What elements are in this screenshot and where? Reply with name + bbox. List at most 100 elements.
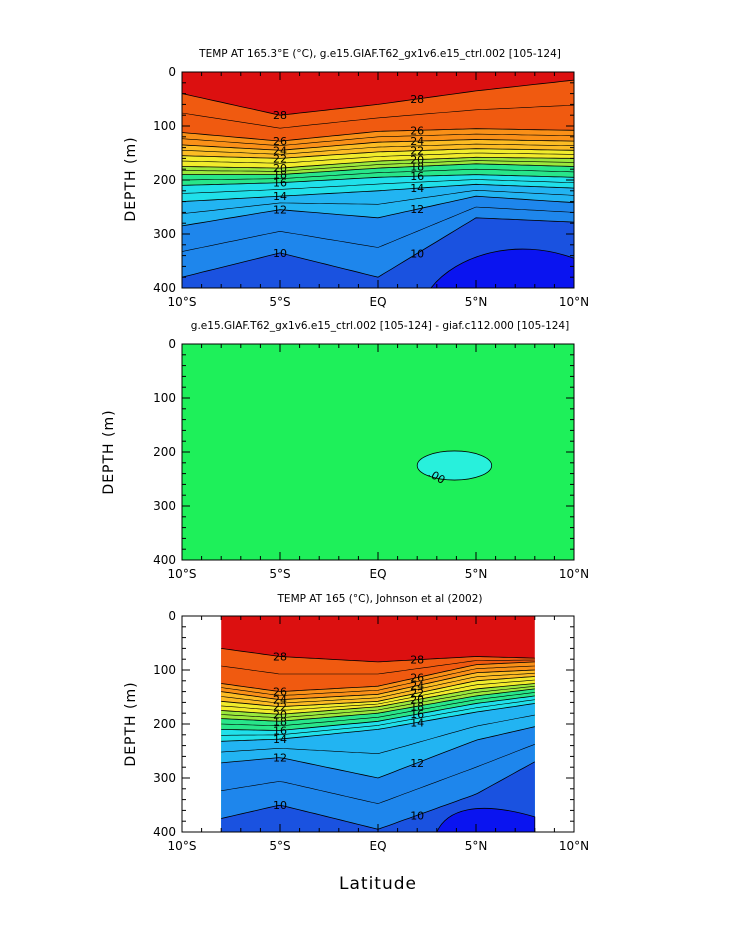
contour-label: 10	[273, 799, 287, 812]
isotherm-24	[221, 669, 535, 700]
contour-label: 10	[410, 247, 424, 260]
x-tick-label: EQ	[369, 295, 386, 309]
contour-label: 28	[410, 654, 424, 667]
y-tick-label: 0	[168, 65, 176, 79]
isotherm-28	[181, 79, 575, 116]
x-tick-label: 10°S	[168, 295, 197, 309]
contour-label: 26	[273, 686, 287, 699]
isotherm-minor	[221, 699, 535, 736]
y-tick-label: 400	[153, 553, 176, 567]
isotherm-10	[181, 217, 575, 278]
x-tick-label: 5°N	[465, 295, 488, 309]
contour-label: 12	[410, 203, 424, 216]
x-tick-label: 5°S	[269, 839, 290, 853]
y-tick-label: 100	[153, 391, 176, 405]
isotherm-minor	[221, 692, 535, 727]
isotherm-16	[221, 695, 535, 731]
y-tick-label: 100	[153, 663, 176, 677]
contour-label: 18	[410, 160, 424, 173]
deep-cold-region	[436, 807, 536, 833]
isotherm-minor	[221, 685, 535, 719]
isotherm-minor	[181, 133, 575, 147]
panel3-ylabel: DEPTH (m)	[123, 681, 139, 766]
x-tick-label: 10°N	[559, 567, 589, 581]
isotherm-18	[182, 163, 575, 176]
contour-label: 28	[410, 93, 424, 106]
contour-label: 14	[273, 190, 287, 203]
isotherm-16	[181, 174, 575, 186]
x-tick-label: 5°N	[465, 839, 488, 853]
zero-field	[182, 344, 574, 560]
contour-label: 22	[410, 687, 424, 700]
panel1-ylabel: DEPTH (m)	[123, 136, 139, 221]
x-tick-label: EQ	[369, 567, 386, 581]
isotherm-24	[181, 139, 575, 151]
contour-label: 20	[410, 694, 424, 707]
y-tick-label: 200	[153, 717, 176, 731]
contour-label: 18	[410, 700, 424, 713]
contour-label: 26	[410, 124, 424, 137]
x-axis-label: Latitude	[339, 874, 417, 894]
contour-label: 12	[410, 757, 424, 770]
isotherm-12	[181, 195, 575, 227]
isotherm-minor	[181, 143, 575, 155]
contour-label: 14	[410, 182, 424, 195]
y-tick-label: 100	[153, 119, 176, 133]
isotherm-14	[181, 183, 575, 202]
isotherm-minor	[221, 665, 535, 696]
isotherm-minor	[181, 152, 574, 164]
isotherm-12	[221, 726, 535, 779]
x-tick-label: 10°N	[559, 295, 589, 309]
contour-label: 18	[273, 715, 287, 728]
y-tick-label: 400	[153, 825, 176, 839]
panel3-title: TEMP AT 165 (°C), Johnson et al (2002)	[277, 593, 483, 605]
contour-label: 10	[410, 809, 424, 822]
isotherm-14	[221, 703, 535, 742]
contour-label: 24	[273, 694, 287, 707]
isotherm-20	[221, 683, 535, 715]
x-tick-label: 10°S	[168, 567, 197, 581]
contour-label: 20	[273, 162, 287, 175]
isotherm-minor	[182, 160, 575, 172]
contour-label: 22	[273, 152, 287, 165]
anomaly-region	[416, 450, 493, 481]
contour-label: 10	[273, 247, 287, 260]
contour-label: 14	[410, 716, 424, 729]
y-tick-label: 300	[153, 499, 176, 513]
y-tick-label: 200	[153, 445, 176, 459]
y-tick-label: 300	[153, 227, 176, 241]
isotherm-minor	[221, 672, 535, 704]
isotherm-20	[181, 156, 575, 169]
x-tick-label: 5°S	[269, 567, 290, 581]
x-tick-label: 5°S	[269, 295, 290, 309]
contour-label: 22	[410, 145, 424, 158]
contour-label: 16	[273, 177, 287, 190]
contour-label: 20	[273, 708, 287, 721]
isotherm-minor	[181, 189, 575, 215]
panel2-title: g.e15.GIAF.T62_gx1v6.e15_ctrl.002 [105-1…	[191, 320, 569, 332]
contour-label: 24	[410, 680, 424, 693]
contour-label: 28	[273, 651, 287, 664]
isotherm-minor	[221, 714, 535, 755]
contour-label: 22	[273, 701, 287, 714]
isotherm-minor	[221, 744, 535, 804]
isotherm-22	[221, 676, 535, 708]
y-tick-label: 0	[168, 609, 176, 623]
contour-label: 24	[273, 144, 287, 157]
contour-label: 16	[410, 170, 424, 183]
contour-label: 20	[410, 154, 424, 167]
y-tick-label: 400	[153, 281, 176, 295]
isotherm-minor	[221, 659, 535, 675]
y-tick-label: 300	[153, 771, 176, 785]
x-tick-label: 10°N	[559, 839, 589, 853]
contour-label: 26	[410, 672, 424, 685]
panel2-ylabel: DEPTH (m)	[101, 409, 117, 494]
isotherm-22	[181, 148, 575, 159]
isotherm-26	[181, 128, 575, 142]
isotherm-minor	[181, 179, 575, 194]
isotherm-18	[221, 688, 535, 722]
x-tick-label: 10°S	[168, 839, 197, 853]
